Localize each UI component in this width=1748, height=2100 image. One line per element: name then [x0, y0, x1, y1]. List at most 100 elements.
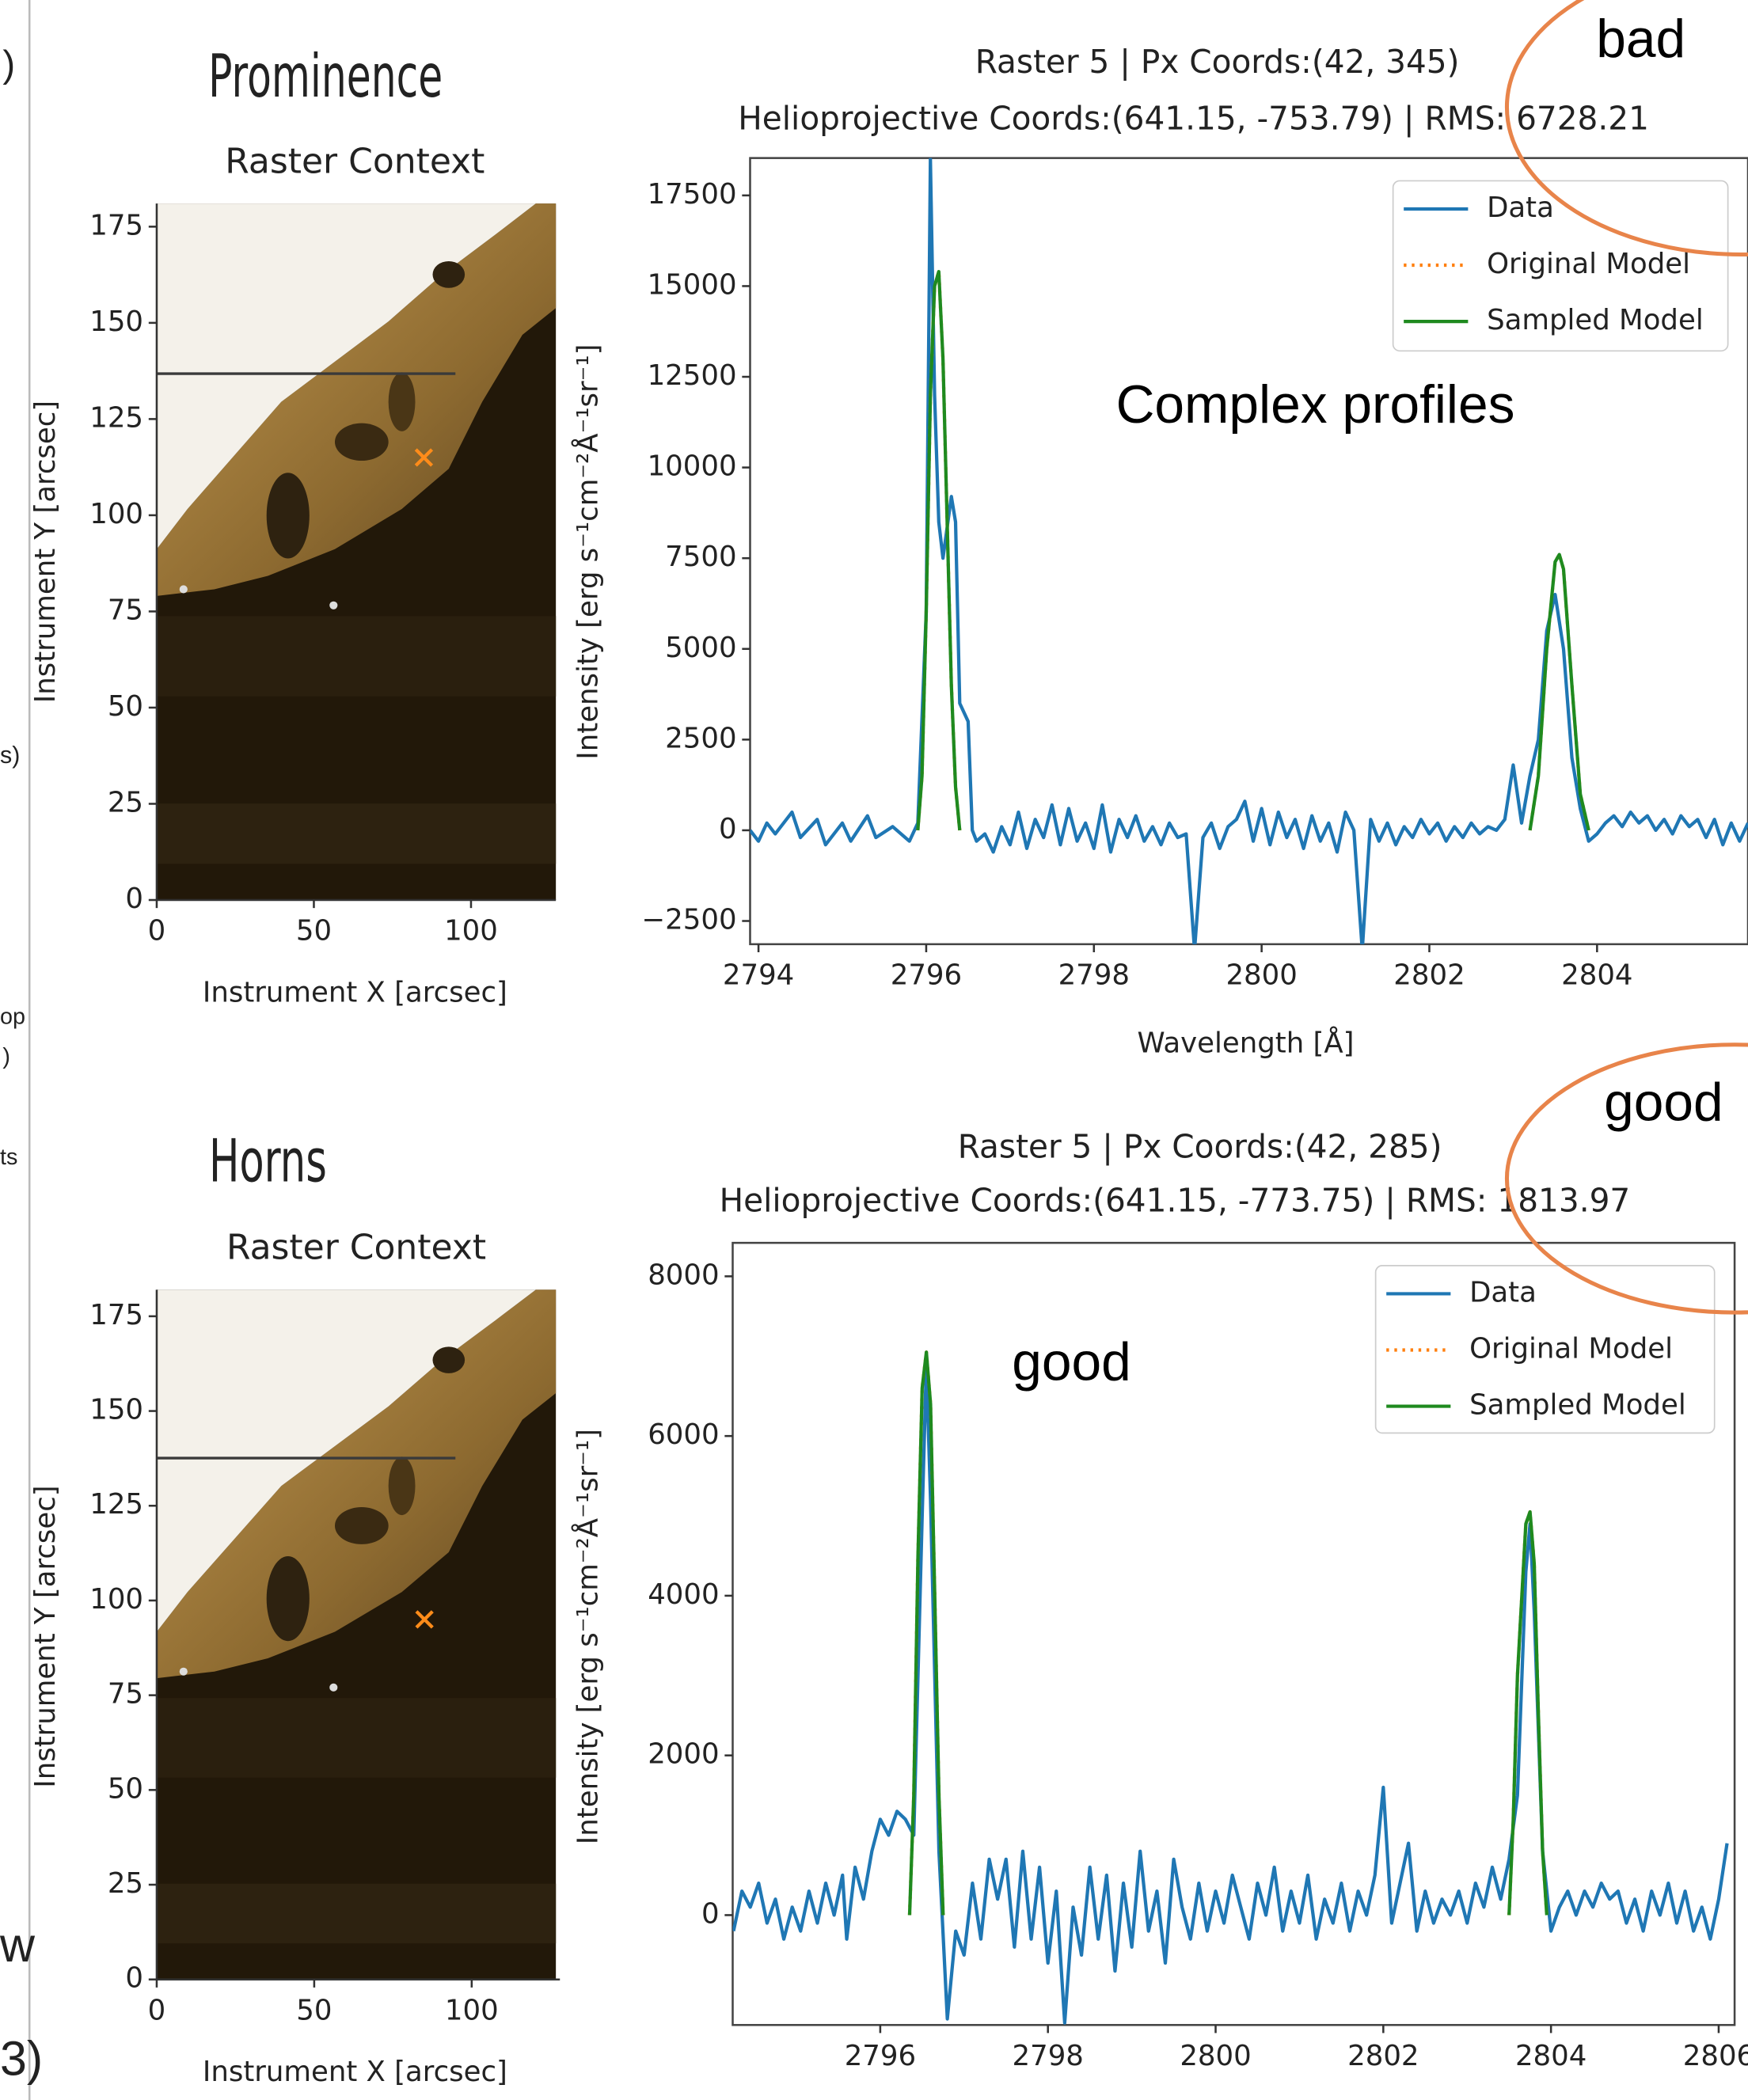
- x-axis-label: Wavelength [Å]: [1138, 1026, 1355, 1060]
- chart-subtitle: Helioprojective Coords:(641.15, -773.75)…: [720, 1181, 1631, 1219]
- panel-title: Prominence: [208, 42, 443, 111]
- y-tick-label: 8000: [648, 1259, 719, 1291]
- panel-title: Horns: [209, 1127, 327, 1196]
- chart-subtitle: Helioprojective Coords:(641.15, -753.79)…: [738, 99, 1649, 137]
- y-tick-label: 12500: [648, 359, 737, 392]
- x-tick-label: 100: [445, 1994, 499, 2026]
- chart-title: Raster 5 | Px Coords:(42, 285): [958, 1128, 1442, 1166]
- x-tick-label: 2800: [1180, 2040, 1251, 2072]
- annotation: good: [1012, 1333, 1131, 1392]
- y-tick-label: 100: [89, 1583, 143, 1616]
- y-tick-label: 17500: [648, 178, 737, 211]
- y-axis-label: Intensity [erg s⁻¹cm⁻²Å⁻¹sr⁻¹]: [570, 344, 604, 759]
- x-axis-label: Instrument X [arcsec]: [203, 2056, 507, 2088]
- annotation: Complex profiles: [1116, 375, 1515, 435]
- plot-area: [732, 1350, 1729, 2025]
- y-tick-label: 15000: [648, 268, 737, 301]
- raster-image: [155, 1288, 557, 1981]
- x-tick-label: 50: [296, 1994, 332, 2026]
- highlight-circle: [1504, 0, 1748, 256]
- y-tick-label: 125: [89, 1488, 143, 1521]
- x-tick-label: 0: [148, 1994, 166, 2026]
- y-tick-label: 50: [108, 1772, 143, 1805]
- spectrum-line: [916, 270, 1590, 831]
- plot-area: [750, 158, 1748, 944]
- plot-frame: [749, 157, 1748, 946]
- y-axis-label: Intensity [erg s⁻¹cm⁻²Å⁻¹sr⁻¹]: [570, 1429, 604, 1844]
- x-tick-label: 2804: [1561, 959, 1632, 991]
- cropped-text: s): [0, 742, 20, 769]
- cropped-text: ): [2, 44, 15, 85]
- x-tick-label: 2802: [1347, 2040, 1419, 2072]
- y-tick-label: 75: [108, 594, 143, 626]
- plot-frame: [732, 1241, 1736, 2026]
- y-tick-label: 4000: [648, 1578, 719, 1611]
- panel-subtitle: Raster Context: [226, 1228, 486, 1268]
- y-tick-label: 75: [108, 1678, 143, 1711]
- annotation-circles: [1504, 0, 1748, 1315]
- x-tick-label: 2806: [1683, 2040, 1748, 2072]
- x-tick-label: 2802: [1393, 959, 1465, 991]
- spectrum-line: [907, 1350, 1548, 1916]
- x-tick-label: 2794: [723, 959, 794, 991]
- legend-label: Original Model: [1487, 248, 1690, 280]
- legend-label: Original Model: [1469, 1332, 1673, 1365]
- position-marker: [415, 1610, 434, 1629]
- y-tick-label: 175: [89, 1299, 143, 1331]
- y-tick-label: 0: [125, 1962, 143, 1995]
- annotation: good: [1604, 1073, 1723, 1132]
- x-tick-label: 2796: [891, 959, 962, 991]
- cropped-text: w: [0, 1918, 36, 1972]
- y-tick-label: 0: [125, 883, 143, 915]
- y-axis-label: Instrument Y [arcsec]: [29, 401, 62, 703]
- y-tick-label: 6000: [648, 1418, 719, 1451]
- legend-label: Sampled Model: [1469, 1389, 1686, 1422]
- legend-box: [1392, 180, 1729, 352]
- y-tick-label: 150: [89, 306, 143, 338]
- legend-label: Sampled Model: [1487, 304, 1704, 336]
- y-tick-label: 25: [108, 786, 143, 818]
- y-tick-label: 0: [719, 813, 737, 845]
- x-tick-label: 2800: [1226, 959, 1297, 991]
- y-tick-label: 2500: [665, 722, 736, 754]
- y-tick-label: 5000: [665, 632, 736, 664]
- y-tick-label: 50: [108, 690, 143, 723]
- y-tick-label: −2500: [641, 904, 736, 936]
- x-tick-label: 2796: [845, 2040, 916, 2072]
- legend-label: Data: [1487, 192, 1554, 224]
- annotation: bad: [1596, 9, 1685, 69]
- y-tick-label: 2000: [648, 1738, 719, 1771]
- cropped-text: ts: [0, 1145, 17, 1170]
- x-tick-label: 0: [148, 915, 166, 947]
- y-tick-label: 25: [108, 1867, 143, 1900]
- x-axis-label: Instrument X [arcsec]: [203, 976, 507, 1008]
- x-tick-label: 2798: [1058, 959, 1130, 991]
- y-tick-label: 125: [89, 401, 143, 434]
- y-tick-label: 175: [89, 209, 143, 241]
- spectrum-line: [732, 1362, 1729, 2025]
- y-tick-label: 0: [701, 1897, 720, 1930]
- cropped-text: ): [2, 1044, 10, 1069]
- cropped-text: op: [0, 1004, 25, 1029]
- spectrum-line: [907, 1350, 1548, 1916]
- y-tick-label: 100: [89, 498, 143, 530]
- y-tick-label: 10000: [648, 450, 737, 483]
- panel-subtitle: Raster Context: [225, 141, 484, 181]
- y-tick-label: 150: [89, 1394, 143, 1426]
- x-tick-label: 50: [296, 915, 332, 947]
- x-tick-label: 2798: [1013, 2040, 1084, 2072]
- highlight-circle: [1504, 1042, 1748, 1315]
- x-tick-label: 2804: [1515, 2040, 1586, 2072]
- cropped-text: 3): [0, 2032, 43, 2086]
- raster-image: [155, 202, 557, 902]
- x-tick-label: 100: [444, 915, 498, 947]
- position-marker: [414, 448, 434, 467]
- legend-box: [1374, 1265, 1716, 1434]
- spectrum-line: [916, 270, 1590, 831]
- legend-label: Data: [1469, 1276, 1537, 1308]
- y-axis-label: Instrument Y [arcsec]: [29, 1485, 62, 1787]
- chart-title: Raster 5 | Px Coords:(42, 345): [975, 43, 1460, 81]
